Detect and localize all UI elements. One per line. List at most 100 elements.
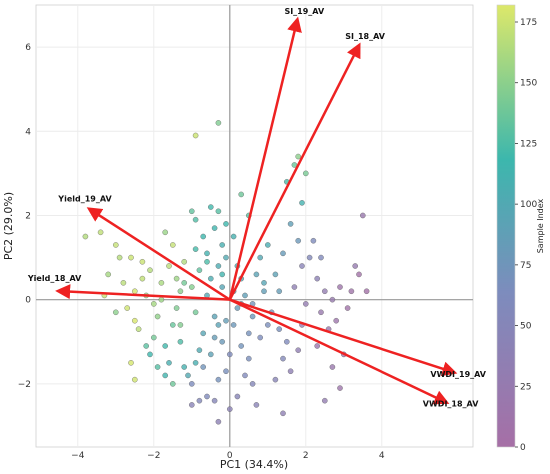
- data-point: [261, 288, 267, 295]
- loading-arrow: [55, 284, 230, 301]
- y-tick-label: 2: [25, 211, 31, 221]
- data-point: [211, 225, 218, 231]
- data-point: [227, 406, 233, 412]
- data-point: [158, 296, 165, 303]
- data-point: [154, 364, 161, 370]
- data-point: [162, 343, 168, 349]
- colorbar-tick-label: 25: [520, 382, 531, 392]
- data-point: [219, 271, 225, 278]
- colorbar-label: Sample Index: [536, 198, 545, 253]
- colorbar-ticks: 0 25 50 75 100 125 150 175: [515, 18, 537, 453]
- data-point: [185, 372, 191, 379]
- data-point: [113, 242, 119, 248]
- data-point: [261, 280, 267, 286]
- data-point: [192, 216, 199, 223]
- data-point: [192, 309, 199, 316]
- loading-arrow: [229, 298, 450, 405]
- tick-labels: −4 −2 0 2 4 −2 0 2 4 6: [18, 43, 385, 461]
- data-point: [215, 263, 222, 269]
- data-point: [295, 237, 301, 244]
- loading-label: Yield_18_AV: [27, 274, 82, 283]
- data-point: [177, 338, 184, 345]
- data-point: [272, 376, 279, 383]
- data-point: [223, 221, 229, 227]
- data-point: [337, 284, 343, 290]
- data-point: [295, 153, 301, 160]
- data-point: [276, 288, 282, 295]
- data-point: [265, 242, 271, 248]
- data-point: [299, 263, 305, 269]
- data-point: [158, 280, 165, 286]
- data-point: [204, 393, 210, 400]
- x-tick-label: −2: [147, 451, 160, 461]
- data-point: [128, 254, 134, 261]
- loading-label: VWDI_19_AV: [430, 370, 486, 379]
- data-point: [318, 254, 324, 261]
- data-point: [329, 364, 336, 370]
- data-point: [139, 259, 146, 265]
- data-point: [97, 229, 104, 236]
- data-point: [196, 397, 203, 404]
- data-point: [116, 254, 123, 261]
- data-point: [322, 288, 328, 295]
- y-tick-label: 0: [25, 296, 31, 306]
- data-point: [295, 347, 301, 353]
- data-point: [189, 284, 195, 290]
- data-point: [208, 351, 214, 358]
- data-point: [181, 280, 187, 286]
- loading-arrow: [86, 207, 231, 301]
- data-point: [204, 250, 210, 257]
- data-point: [360, 212, 366, 219]
- data-point: [322, 397, 328, 404]
- data-point: [211, 313, 218, 320]
- x-axis-title: PC1 (34.4%): [220, 458, 288, 471]
- data-point: [215, 208, 222, 215]
- data-point: [314, 343, 320, 349]
- data-point: [363, 288, 370, 295]
- colorbar-tick-label: 50: [520, 322, 532, 332]
- data-point: [170, 242, 176, 248]
- loading-vectors: SI_19_AV SI_18_AV Yield_19_AV Yield_18_AV VW…: [27, 7, 487, 409]
- data-point: [223, 254, 229, 261]
- data-point: [170, 322, 176, 328]
- data-point: [208, 275, 214, 282]
- data-point: [219, 338, 225, 345]
- data-point: [135, 326, 142, 332]
- data-point: [257, 254, 263, 261]
- data-point: [192, 360, 199, 366]
- y-axis-title: PC2 (29.0%): [2, 192, 15, 260]
- data-point: [234, 305, 241, 311]
- data-point: [348, 288, 355, 295]
- loading-label: SI_19_AV: [284, 7, 325, 16]
- data-point: [287, 221, 294, 227]
- loading-arrow: [228, 16, 302, 300]
- data-point: [196, 267, 203, 273]
- data-point: [337, 385, 343, 391]
- data-point: [318, 309, 324, 316]
- loading-label: Yield_19_AV: [57, 194, 112, 203]
- data-point: [329, 296, 336, 303]
- data-point: [280, 410, 286, 417]
- colorbar-tick-label: 75: [520, 261, 531, 271]
- data-point: [280, 250, 286, 257]
- colorbar-tick-label: 175: [520, 18, 537, 28]
- data-point: [356, 271, 362, 278]
- data-point: [196, 347, 203, 353]
- data-point: [82, 233, 89, 240]
- data-point: [314, 275, 320, 282]
- data-point: [113, 309, 119, 316]
- data-point: [147, 267, 153, 273]
- data-point: [230, 322, 237, 328]
- data-point: [215, 418, 222, 425]
- data-point: [280, 355, 286, 362]
- data-point: [215, 322, 222, 328]
- x-tick-label: −4: [71, 451, 85, 461]
- data-point: [284, 338, 290, 345]
- data-point: [166, 263, 172, 269]
- y-tick-label: 4: [25, 127, 31, 137]
- data-point: [177, 322, 184, 328]
- data-point: [234, 393, 241, 400]
- plot-area: [35, 4, 474, 448]
- data-point: [223, 317, 229, 324]
